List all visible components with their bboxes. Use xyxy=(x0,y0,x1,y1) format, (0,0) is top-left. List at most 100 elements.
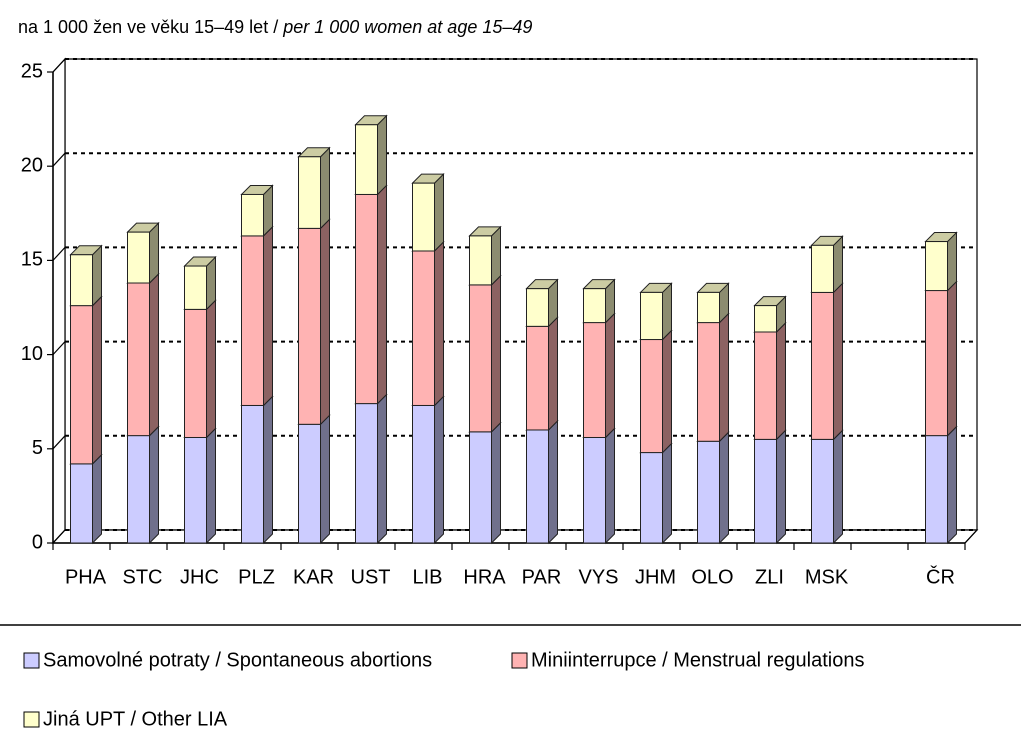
bar xyxy=(241,404,264,544)
bar xyxy=(526,429,549,544)
bar-side xyxy=(377,393,387,545)
x-tick-label: ZLI xyxy=(755,566,784,588)
chart-subtitle: na 1 000 žen ve věku 15–49 let / per 1 0… xyxy=(18,17,532,37)
y-tick-depth xyxy=(52,58,66,73)
bar xyxy=(697,291,720,324)
legend-swatch xyxy=(23,652,40,669)
left-wall xyxy=(52,57,66,545)
bar xyxy=(583,436,606,544)
bar xyxy=(184,436,207,544)
bar-side xyxy=(320,218,330,426)
bar xyxy=(298,423,321,544)
x-tick-label: STC xyxy=(123,566,163,588)
bar xyxy=(697,440,720,544)
bar-segment xyxy=(297,414,331,545)
y-tick-label: 0 xyxy=(32,531,43,553)
bar-segment xyxy=(582,278,616,324)
bar-side xyxy=(434,172,444,253)
bar-segment xyxy=(810,282,844,441)
legend-label: Miniinterrupce / Menstrual regulations xyxy=(531,649,865,671)
bar-segment xyxy=(468,421,502,545)
bar-segment xyxy=(126,272,160,437)
subtitle-cz: na 1 000 žen ve věku 15–49 let / xyxy=(18,17,283,37)
bar xyxy=(526,325,549,431)
subtitle-en: per 1 000 women at age 15–49 xyxy=(282,17,532,37)
y-tick-depth xyxy=(52,435,66,450)
bar-side xyxy=(92,453,102,545)
bar xyxy=(127,231,150,284)
bar-segment xyxy=(924,425,958,545)
x-tick-label: ČR xyxy=(926,565,955,588)
x-tick-label: HRA xyxy=(463,566,506,588)
bar-side xyxy=(605,427,615,545)
bar-side xyxy=(263,225,273,407)
bar-side xyxy=(377,184,387,405)
bar xyxy=(355,403,378,544)
x-tick-label: UST xyxy=(351,566,391,588)
bar xyxy=(640,339,663,454)
bar-segment xyxy=(525,278,559,328)
bar xyxy=(754,305,777,333)
bar xyxy=(925,241,948,292)
bar-side xyxy=(548,316,558,432)
legend-swatch xyxy=(23,711,40,728)
bar-segment xyxy=(354,184,388,405)
bar-segment xyxy=(411,240,445,407)
x-tick-label: JHC xyxy=(180,566,219,588)
y-tick-depth xyxy=(52,152,66,167)
bar-segment xyxy=(183,299,217,439)
bar-segment xyxy=(582,427,616,545)
bar xyxy=(412,404,435,544)
bar-segment xyxy=(183,427,217,545)
bar-segment xyxy=(696,312,730,443)
bar-side xyxy=(149,221,159,285)
bar xyxy=(469,284,492,433)
bar-segment xyxy=(411,395,445,545)
x-tick-label: KAR xyxy=(293,566,334,588)
x-axis-depth xyxy=(964,529,978,544)
bar-segment xyxy=(240,225,274,407)
bar-side xyxy=(377,114,387,196)
bar xyxy=(184,308,207,438)
x-tick-label: PLZ xyxy=(238,566,275,588)
x-tick-label: LIB xyxy=(412,566,442,588)
bar-side xyxy=(776,429,786,545)
bar-segment xyxy=(183,255,217,311)
bar-side xyxy=(434,395,444,545)
bar xyxy=(925,435,948,544)
bar xyxy=(754,438,777,544)
bar-side xyxy=(320,146,330,230)
bar-side xyxy=(947,231,957,292)
bar xyxy=(469,431,492,544)
bar xyxy=(184,265,207,310)
bar-segment xyxy=(924,280,958,437)
bar-segment xyxy=(297,218,331,426)
bar-side xyxy=(947,425,957,545)
bar-segment xyxy=(297,146,331,230)
y-tick-label: 5 xyxy=(32,437,43,459)
bar-side xyxy=(320,414,330,545)
bar-segment xyxy=(240,395,274,545)
bar xyxy=(583,322,606,438)
bar xyxy=(70,463,93,544)
bar xyxy=(583,288,606,324)
bar-segment xyxy=(639,282,673,341)
bar xyxy=(469,235,492,286)
bar-side xyxy=(263,395,273,545)
bar-segment xyxy=(411,172,445,253)
bar-side xyxy=(662,442,672,545)
y-tick-depth xyxy=(52,341,66,356)
bar-side xyxy=(92,244,102,307)
bar-segment xyxy=(354,114,388,196)
bar-segment xyxy=(696,431,730,545)
bar xyxy=(241,235,264,406)
bar-side xyxy=(548,419,558,545)
bar-side xyxy=(434,240,444,407)
bar xyxy=(697,322,720,442)
bar-side xyxy=(491,225,501,287)
bar xyxy=(526,288,549,327)
bar-side xyxy=(947,280,957,437)
y-tick-label: 20 xyxy=(21,154,43,176)
x-tick-label: MSK xyxy=(805,566,849,588)
